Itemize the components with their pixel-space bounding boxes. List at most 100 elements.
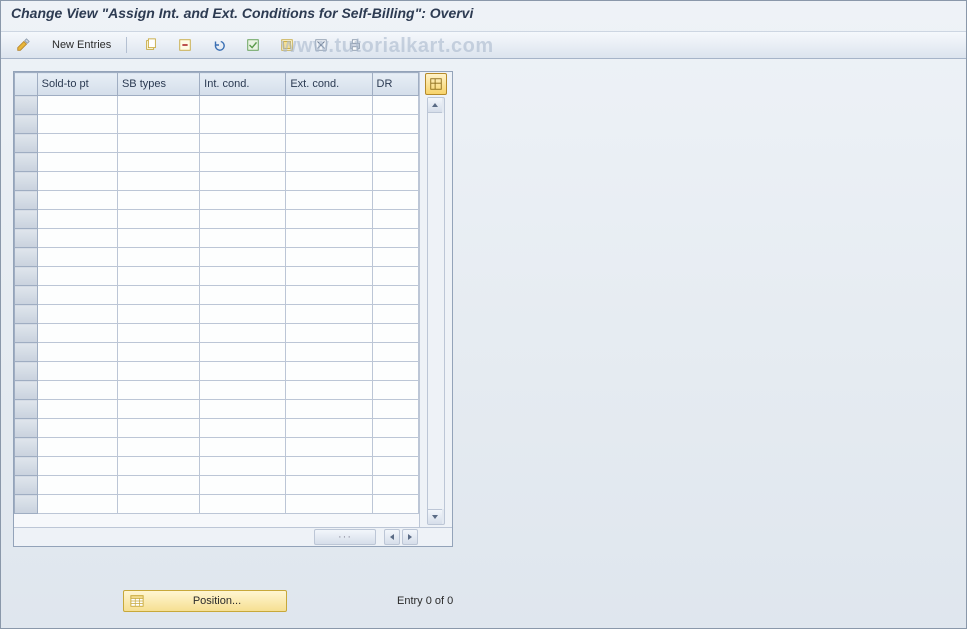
cell[interactable] [286, 191, 372, 210]
cell[interactable] [117, 172, 199, 191]
cell[interactable] [372, 438, 418, 457]
table-row[interactable] [15, 419, 419, 438]
table-row[interactable] [15, 305, 419, 324]
cell[interactable] [286, 229, 372, 248]
cell[interactable] [37, 362, 117, 381]
cell[interactable] [117, 400, 199, 419]
table-row[interactable] [15, 400, 419, 419]
hscroll-thumb[interactable]: ··· [314, 529, 376, 545]
cell[interactable] [200, 305, 286, 324]
row-handle[interactable] [15, 438, 38, 457]
cell[interactable] [200, 153, 286, 172]
cell[interactable] [286, 96, 372, 115]
cell[interactable] [372, 400, 418, 419]
cell[interactable] [37, 343, 117, 362]
copy-as-icon[interactable] [137, 35, 165, 55]
cell[interactable] [117, 286, 199, 305]
cell[interactable] [117, 495, 199, 514]
cell[interactable] [372, 362, 418, 381]
cell[interactable] [200, 457, 286, 476]
cell[interactable] [286, 153, 372, 172]
cell[interactable] [37, 191, 117, 210]
table-row[interactable] [15, 362, 419, 381]
row-handle[interactable] [15, 400, 38, 419]
new-entries-button[interactable]: New Entries [43, 35, 116, 55]
scroll-up-icon[interactable] [428, 98, 442, 113]
cell[interactable] [37, 229, 117, 248]
cell[interactable] [117, 96, 199, 115]
cell[interactable] [372, 172, 418, 191]
col-ext-cond[interactable]: Ext. cond. [286, 73, 372, 96]
cell[interactable] [286, 438, 372, 457]
cell[interactable] [117, 305, 199, 324]
table-row[interactable] [15, 96, 419, 115]
cell[interactable] [200, 343, 286, 362]
cell[interactable] [117, 343, 199, 362]
cell[interactable] [117, 115, 199, 134]
cell[interactable] [200, 362, 286, 381]
table-row[interactable] [15, 324, 419, 343]
cell[interactable] [286, 457, 372, 476]
row-handle[interactable] [15, 495, 38, 514]
table-row[interactable] [15, 343, 419, 362]
position-button[interactable]: Position... [123, 590, 287, 612]
cell[interactable] [117, 438, 199, 457]
cell[interactable] [286, 286, 372, 305]
cell[interactable] [286, 305, 372, 324]
deselect-all-icon-button[interactable] [307, 35, 335, 55]
cell[interactable] [200, 248, 286, 267]
cell[interactable] [200, 476, 286, 495]
cell[interactable] [37, 324, 117, 343]
cell[interactable] [37, 134, 117, 153]
cell[interactable] [200, 381, 286, 400]
cell[interactable] [372, 476, 418, 495]
table-row[interactable] [15, 267, 419, 286]
cell[interactable] [286, 324, 372, 343]
cell[interactable] [372, 419, 418, 438]
row-handle[interactable] [15, 153, 38, 172]
cell[interactable] [372, 286, 418, 305]
cell[interactable] [372, 210, 418, 229]
table-row[interactable] [15, 115, 419, 134]
delete-icon-button[interactable] [171, 35, 199, 55]
col-dr[interactable]: DR [372, 73, 418, 96]
cell[interactable] [286, 248, 372, 267]
cell[interactable] [200, 286, 286, 305]
undo-icon-button[interactable] [205, 35, 233, 55]
cell[interactable] [372, 115, 418, 134]
cell[interactable] [286, 115, 372, 134]
cell[interactable] [117, 191, 199, 210]
cell[interactable] [117, 267, 199, 286]
cell[interactable] [117, 229, 199, 248]
cell[interactable] [372, 305, 418, 324]
table-settings-button[interactable] [425, 73, 447, 95]
cell[interactable] [372, 343, 418, 362]
cell[interactable] [372, 495, 418, 514]
table-row[interactable] [15, 191, 419, 210]
row-handle[interactable] [15, 343, 38, 362]
table-row[interactable] [15, 134, 419, 153]
cell[interactable] [286, 172, 372, 191]
cell[interactable] [37, 457, 117, 476]
toggle-change-icon[interactable] [9, 35, 37, 55]
select-block-icon-button[interactable] [273, 35, 301, 55]
data-grid[interactable]: Sold-to pt SB types Int. cond. Ext. cond… [14, 72, 419, 514]
cell[interactable] [37, 495, 117, 514]
cell[interactable] [286, 210, 372, 229]
cell[interactable] [286, 267, 372, 286]
cell[interactable] [117, 153, 199, 172]
table-row[interactable] [15, 172, 419, 191]
cell[interactable] [117, 324, 199, 343]
cell[interactable] [286, 476, 372, 495]
cell[interactable] [372, 191, 418, 210]
table-row[interactable] [15, 153, 419, 172]
cell[interactable] [286, 362, 372, 381]
scroll-down-icon[interactable] [428, 509, 442, 524]
row-handle[interactable] [15, 267, 38, 286]
cell[interactable] [286, 381, 372, 400]
cell[interactable] [286, 400, 372, 419]
row-handle[interactable] [15, 210, 38, 229]
cell[interactable] [200, 438, 286, 457]
row-handle[interactable] [15, 286, 38, 305]
row-handle[interactable] [15, 381, 38, 400]
